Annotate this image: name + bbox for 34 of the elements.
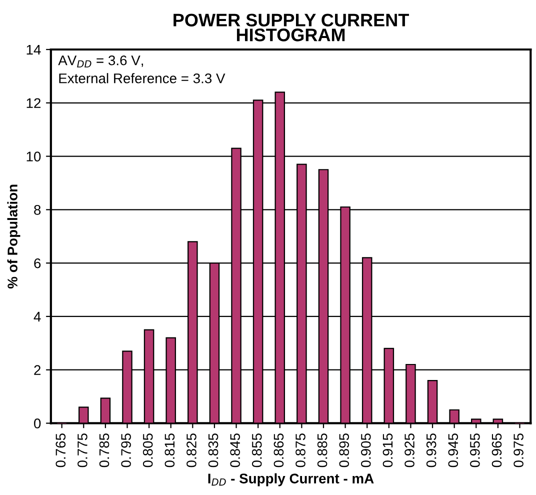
x-tick-label: 0.785 bbox=[99, 434, 110, 468]
x-tick-label: 0.815 bbox=[164, 434, 175, 468]
x-tick-label: 0.775 bbox=[78, 434, 88, 468]
y-tick-label: 10 bbox=[26, 152, 41, 162]
y-tick-label: 6 bbox=[34, 258, 41, 268]
x-tick-label: 0.935 bbox=[426, 434, 436, 468]
x-tick-label: 0.875 bbox=[296, 434, 306, 468]
x-tick-label: 0.795 bbox=[121, 434, 131, 468]
y-tick-label: 12 bbox=[26, 98, 40, 108]
x-tick-label: 0.955 bbox=[470, 434, 480, 468]
x-tick-label: 0.835 bbox=[208, 434, 218, 468]
x-tick-label: 0.825 bbox=[186, 434, 196, 468]
y-tick-label: 14 bbox=[26, 44, 41, 55]
x-tick-label: 0.845 bbox=[230, 434, 240, 468]
y-tick-label: 8 bbox=[34, 205, 41, 215]
annotation: AV$_{DD}$ = 3.6 V, External Reference = 3.3 V bbox=[58, 55, 226, 84]
x-axis-title: I$_{DD}$ - Supply Current - mA bbox=[208, 473, 374, 486]
y-axis-title: % of Population bbox=[7, 184, 20, 288]
x-tick-label: 0.805 bbox=[142, 434, 153, 468]
x-tick-label: 0.975 bbox=[514, 434, 524, 468]
x-tick-label: 0.965 bbox=[492, 434, 502, 468]
x-tick-label: 0.925 bbox=[404, 434, 414, 468]
y-tick-label: 0 bbox=[34, 418, 41, 428]
y-tick-label: 4 bbox=[34, 312, 41, 322]
x-tick-label: 0.885 bbox=[317, 434, 328, 468]
x-tick-label: 0.765 bbox=[56, 434, 66, 468]
x-tick-label: 0.855 bbox=[252, 434, 262, 468]
x-tick-label: 0.915 bbox=[382, 434, 393, 468]
chart-title: POWER SUPPLY CURRENT HISTOGRAM bbox=[174, 14, 409, 42]
y-tick-label: 2 bbox=[34, 365, 40, 375]
x-tick-label: 0.905 bbox=[360, 434, 371, 468]
x-tick-label: 0.895 bbox=[339, 434, 350, 468]
x-tick-label: 0.865 bbox=[274, 434, 284, 468]
x-tick-label: 0.945 bbox=[448, 434, 458, 468]
